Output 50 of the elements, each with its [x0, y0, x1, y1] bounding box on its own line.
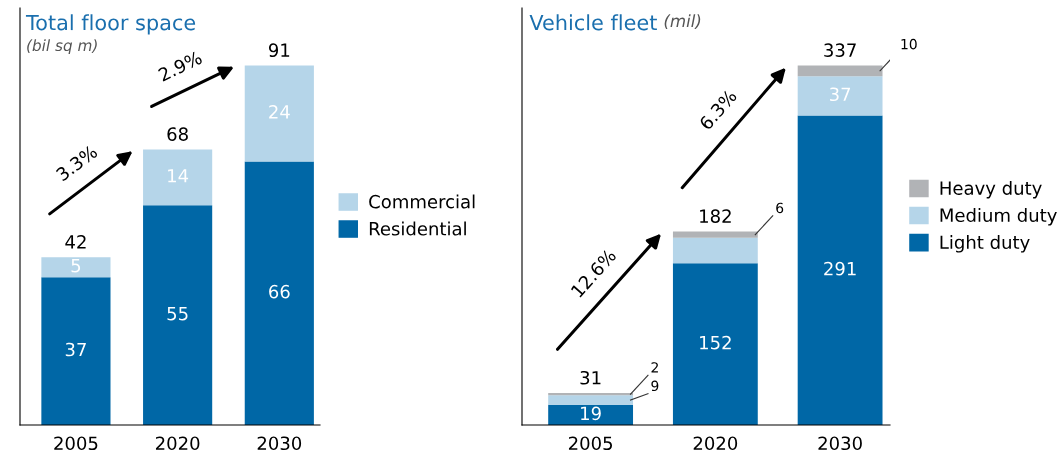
- total-label: 42: [65, 235, 86, 249]
- legend-label: Residential: [369, 221, 466, 236]
- x-tick-label: 2020: [155, 436, 200, 451]
- annotation: 2.9%: [157, 50, 203, 82]
- total-label: 182: [700, 209, 731, 223]
- legend-label: Medium duty: [940, 208, 1057, 226]
- data-label: 66: [269, 284, 290, 299]
- bar: [41, 277, 111, 425]
- x-tick-label: 2030: [257, 436, 302, 451]
- bar: [797, 65, 883, 77]
- bar: [41, 257, 111, 278]
- data-label: 5: [71, 259, 81, 273]
- chart-title: Vehicle fleet: [529, 14, 657, 31]
- bar: [672, 237, 758, 264]
- total-label: 337: [824, 43, 856, 58]
- legend-label: Commercial: [369, 194, 475, 209]
- x-tick-label: 2005: [54, 436, 98, 451]
- data-label: 2: [651, 362, 658, 373]
- data-label: 24: [269, 105, 290, 119]
- data-label: 14: [168, 169, 189, 183]
- total-label: 68: [167, 127, 188, 141]
- bar: [672, 231, 758, 238]
- data-label: 10: [901, 38, 917, 50]
- data-label: 152: [700, 335, 731, 350]
- total-label: 31: [580, 370, 601, 385]
- legend-label: Light duty: [940, 235, 1030, 253]
- data-label: 37: [829, 87, 851, 102]
- data-label: 37: [65, 342, 86, 357]
- total-label: 91: [268, 43, 290, 58]
- bar: [244, 65, 314, 162]
- data-label: 291: [824, 261, 856, 276]
- bar: [143, 205, 213, 425]
- chart-subtitle: (mil): [664, 14, 701, 30]
- chart-title: Total floor space: [25, 14, 196, 35]
- x-tick-label: 2005: [568, 436, 613, 451]
- bar: [548, 395, 634, 405]
- bar: [548, 393, 634, 396]
- bar: [244, 161, 314, 425]
- legend-label: Heavy duty: [940, 180, 1042, 199]
- bar: [797, 76, 883, 116]
- data-label: 6: [776, 202, 784, 214]
- data-label: 9: [651, 380, 659, 392]
- x-tick-label: 2030: [818, 436, 862, 451]
- data-label: 55: [167, 306, 188, 321]
- x-tick-label: 2020: [693, 436, 738, 451]
- bar: [143, 149, 213, 206]
- bar: [672, 263, 758, 425]
- chart-subtitle: (bil sq m): [27, 39, 97, 55]
- bar: [797, 115, 883, 425]
- data-label: 19: [581, 406, 601, 421]
